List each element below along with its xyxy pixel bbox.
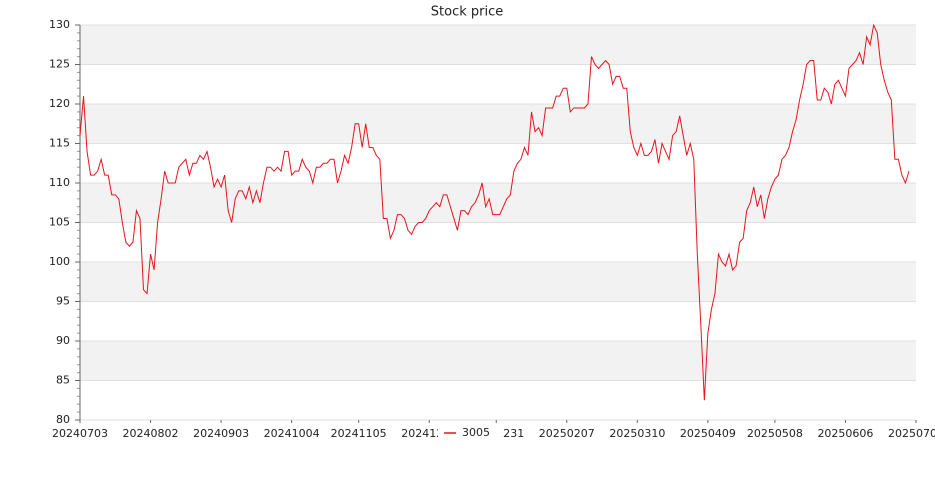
y-tick-label: 100 <box>49 255 70 268</box>
x-tick-label: 20240703 <box>52 427 108 440</box>
x-tick-label: 20241105 <box>331 427 387 440</box>
y-tick-label: 115 <box>49 137 70 150</box>
y-tick-label: 110 <box>49 176 70 189</box>
y-tick-label: 105 <box>49 216 70 229</box>
grid-band <box>80 183 916 223</box>
price-line <box>79 23 910 401</box>
legend: 3005 <box>438 424 502 442</box>
x-tick-label: 20250409 <box>680 427 736 440</box>
x-tick-label: 20240802 <box>123 427 179 440</box>
x-tick-label: 20250508 <box>747 427 803 440</box>
grid-band <box>80 25 916 65</box>
legend-box <box>438 424 502 442</box>
y-tick-label: 90 <box>56 334 70 347</box>
y-tick-label: 120 <box>49 97 70 110</box>
x-tick-label: 20250704 <box>888 427 935 440</box>
grid-band <box>80 262 916 302</box>
x-tick-label: 20240903 <box>193 427 249 440</box>
chart-title: Stock price <box>431 5 503 20</box>
y-tick-label: 130 <box>49 18 70 31</box>
grid-band <box>80 104 916 144</box>
y-tick-label: 125 <box>49 58 70 71</box>
y-tick-label: 95 <box>56 295 70 308</box>
x-tick-label: 20241004 <box>264 427 320 440</box>
x-tick-label: 20250310 <box>609 427 665 440</box>
legend-label: 3005 <box>462 426 490 439</box>
grid-band <box>80 341 916 381</box>
x-tick-label: 20250606 <box>817 427 873 440</box>
y-tick-label: 85 <box>56 374 70 387</box>
x-tick-label: 20250207 <box>539 427 595 440</box>
y-tick-label: 80 <box>56 413 70 426</box>
